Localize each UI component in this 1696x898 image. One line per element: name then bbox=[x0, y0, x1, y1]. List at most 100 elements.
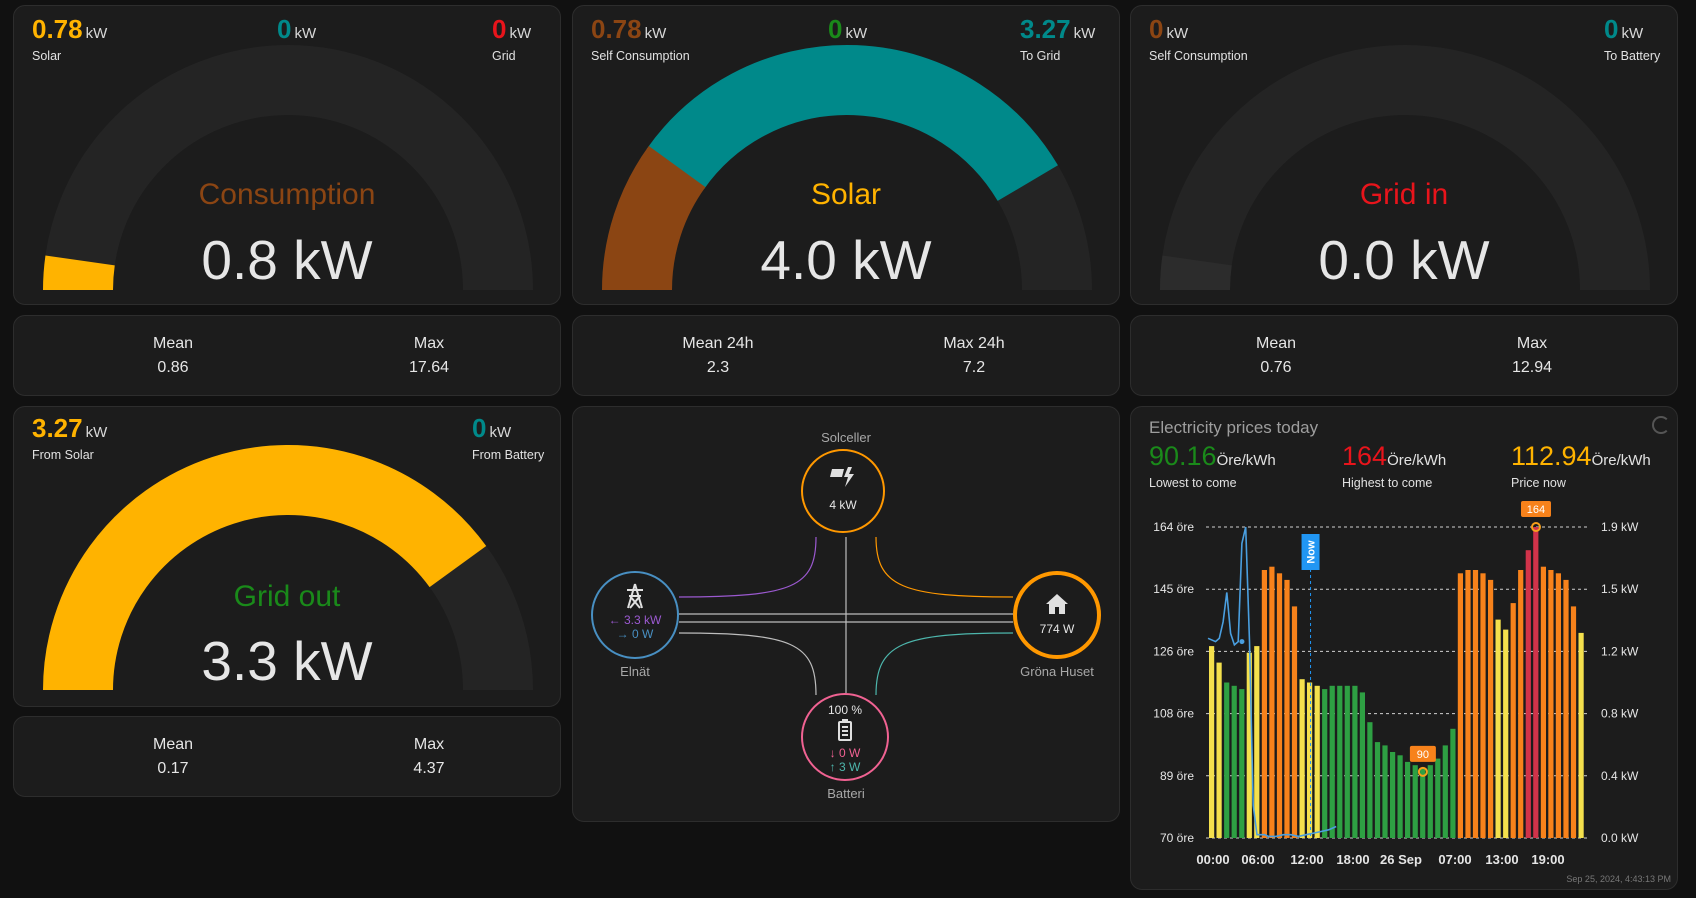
solar-gauge-card[interactable]: 0.78 kW Self Consumption 0 kW Battery 3.27… bbox=[572, 5, 1120, 305]
solar-node-label: Solceller bbox=[821, 430, 871, 445]
grid-in-stats-card[interactable]: Mean 0.76 Max 12.94 bbox=[1130, 315, 1678, 396]
price-bar bbox=[1405, 761, 1411, 838]
mean-label: Mean 24h bbox=[682, 335, 754, 352]
home-node[interactable]: 774 W bbox=[1013, 571, 1101, 659]
flow-line-battery-home bbox=[875, 632, 1014, 696]
solar-node-value: 4 kW bbox=[829, 498, 857, 512]
power-line bbox=[1207, 526, 1337, 838]
price-bar bbox=[1555, 573, 1561, 838]
x-tick-label: 06:00 bbox=[1241, 852, 1274, 867]
max-label: Max bbox=[1516, 335, 1548, 352]
stat-value: 0 bbox=[472, 413, 487, 443]
stat-unit: kW bbox=[1073, 25, 1096, 42]
gauge-title: Grid out bbox=[233, 580, 341, 613]
price-bar bbox=[1359, 692, 1365, 838]
price-bar bbox=[1276, 573, 1283, 838]
price-bar bbox=[1472, 570, 1479, 838]
stat-value: 3.27 bbox=[32, 413, 83, 443]
y-left-tick-label: 108 öre bbox=[1153, 707, 1194, 721]
price-bar bbox=[1209, 646, 1215, 838]
price-now-value: 112.94 bbox=[1511, 441, 1592, 471]
max-value: 12.94 bbox=[1511, 359, 1553, 376]
price-bar bbox=[1548, 570, 1554, 838]
price-bar bbox=[1578, 632, 1584, 838]
flow-line-grid-battery bbox=[678, 632, 817, 696]
mean-value: 2.3 bbox=[706, 359, 730, 376]
grid-in-gauge-card[interactable]: 0 kW Self Consumption 0 kW To Battery Grid… bbox=[1130, 5, 1678, 305]
solar-stats-card[interactable]: Mean 24h 2.3 Max 24h 7.2 bbox=[572, 315, 1120, 396]
grid-out-gauge bbox=[43, 445, 533, 691]
x-tick-label: 26 Sep bbox=[1380, 852, 1422, 867]
price-now: 112.94Öre/kWh Price now bbox=[1511, 441, 1651, 490]
price-bar bbox=[1540, 566, 1546, 838]
grid-out-stats-card[interactable]: Mean 0.17 Max 4.37 bbox=[13, 716, 561, 797]
gauge-fill bbox=[43, 445, 487, 691]
stat-unit: kW bbox=[845, 25, 868, 42]
stat-unit: kW bbox=[85, 424, 108, 441]
stat-value: 0 bbox=[277, 14, 292, 44]
grid-in-gauge bbox=[1160, 45, 1650, 291]
energy-flow-card[interactable]: Solceller 4 kW ← 3.3 kW → 0 W Elnät 774 … bbox=[572, 406, 1120, 822]
gauge-track bbox=[1160, 45, 1650, 291]
grid-in-value: ← 3.3 kW bbox=[608, 613, 662, 627]
battery-out-value: ↑ 3 W bbox=[829, 760, 861, 774]
price-bar bbox=[1314, 685, 1320, 838]
stat-self-consumption: 0.78 kW Self Consumption bbox=[591, 16, 690, 63]
gauge-value: 0.0 kW bbox=[1318, 229, 1490, 291]
x-tick-label: 13:00 bbox=[1485, 852, 1518, 867]
battery-node[interactable]: 100 % ↓ 0 W ↑ 3 W bbox=[801, 693, 889, 781]
mean-label: Mean bbox=[152, 736, 194, 753]
mean-stat: Mean 24h 2.3 bbox=[618, 335, 818, 377]
price-bar bbox=[1465, 570, 1471, 838]
battery-node-label: Batteri bbox=[827, 786, 865, 801]
grid-out-gauge-card[interactable]: 3.27 kW From Solar 0 kW From Battery Grid … bbox=[13, 406, 561, 707]
x-tick-label: 00:00 bbox=[1196, 852, 1229, 867]
price-chart: 70 öre 0.0 kW 89 öre 0.4 kW 108 öre 0.8 kW 126… bbox=[1153, 501, 1639, 867]
stat-unit: kW bbox=[1166, 25, 1189, 42]
stat-value: 0.78 bbox=[591, 14, 642, 44]
price-bar bbox=[1344, 685, 1350, 838]
stat-label: From Solar bbox=[32, 448, 94, 462]
mean-stat: Mean 0.17 bbox=[73, 736, 273, 778]
price-bar bbox=[1435, 758, 1441, 838]
max-stat: Max 17.64 bbox=[329, 335, 529, 377]
stat-value: 3.27 bbox=[1020, 14, 1071, 44]
stat-unit: kW bbox=[1621, 25, 1644, 42]
gauge-track bbox=[43, 45, 533, 291]
stat-to-grid: 3.27 kW To Grid bbox=[1020, 16, 1095, 63]
grid-node[interactable]: ← 3.3 kW → 0 W bbox=[591, 571, 679, 659]
consumption-gauge-card[interactable]: 0.78 kW Solar 0 kW Battery 0 kW Grid Consum… bbox=[13, 5, 561, 305]
price-bar bbox=[1570, 606, 1577, 838]
stat-label: Solar bbox=[32, 49, 62, 63]
price-bar bbox=[1254, 646, 1260, 838]
price-now-label: Price now bbox=[1511, 476, 1566, 490]
x-tick-label: 18:00 bbox=[1336, 852, 1369, 867]
price-bar bbox=[1390, 752, 1396, 838]
stat-from-solar: 3.27 kW From Solar bbox=[32, 415, 107, 462]
mean-stat: Mean 0.76 bbox=[1176, 335, 1376, 377]
stat-label: Grid bbox=[492, 49, 516, 63]
solar-node[interactable]: 4 kW bbox=[801, 449, 885, 533]
price-bar bbox=[1239, 689, 1245, 838]
highest-price-unit: Öre/kWh bbox=[1387, 452, 1447, 469]
price-bar bbox=[1284, 579, 1290, 838]
stat-value: 0 bbox=[1604, 14, 1619, 44]
price-bar bbox=[1412, 765, 1418, 838]
stat-label: To Grid bbox=[1020, 49, 1061, 63]
electricity-prices-card[interactable]: Electricity prices today 90.16Öre/kWh Lo… bbox=[1130, 406, 1678, 890]
min-marker-badge bbox=[1409, 745, 1436, 762]
price-bar bbox=[1269, 566, 1275, 838]
price-bar bbox=[1488, 579, 1494, 838]
home-node-label: Gröna Huset bbox=[1020, 664, 1094, 679]
price-bar bbox=[1322, 689, 1328, 838]
price-bar bbox=[1307, 682, 1313, 838]
stat-label: Self Consumption bbox=[1149, 49, 1248, 63]
max-marker-badge bbox=[1520, 501, 1551, 517]
y-left-tick-label: 145 öre bbox=[1153, 582, 1194, 596]
x-tick-label: 19:00 bbox=[1531, 852, 1564, 867]
solar-power-icon bbox=[830, 467, 854, 487]
now-label: Now bbox=[1306, 540, 1318, 564]
highest-price-value: 164 bbox=[1342, 441, 1388, 471]
consumption-stats-card[interactable]: Mean 0.86 Max 17.64 bbox=[13, 315, 561, 396]
lowest-price-label: Lowest to come bbox=[1149, 476, 1237, 490]
